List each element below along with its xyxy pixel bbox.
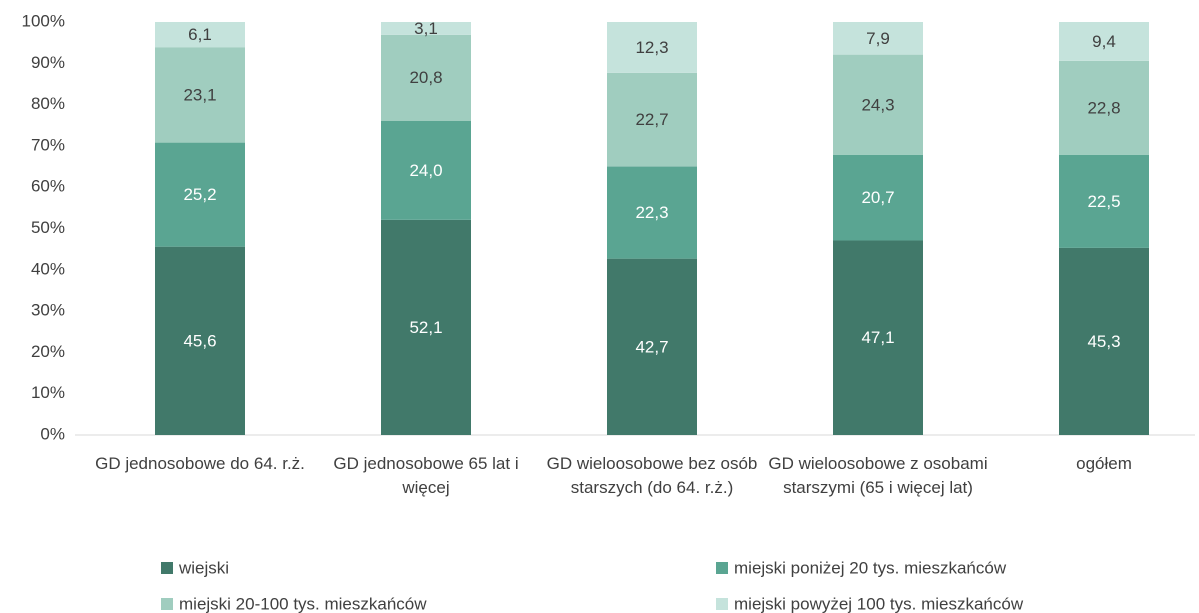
legend-label: wiejski [178,558,229,577]
bar-segment [1059,22,1149,61]
data-label: 22,7 [635,110,668,129]
bar-segment [381,219,471,435]
bar-segment [833,240,923,435]
y-tick-label: 90% [31,53,65,72]
bar-segment [833,54,923,155]
data-label: 24,3 [861,95,894,114]
y-tick-label: 10% [31,383,65,402]
x-tick-label: GD jednosobowe do 64. r.ż. [95,454,305,473]
bar-segment [607,258,697,435]
data-label: 24,0 [409,161,442,180]
y-tick-label: 70% [31,135,65,154]
bar-segment [607,72,697,167]
y-tick-label: 0% [40,424,65,443]
y-tick-label: 20% [31,342,65,361]
data-label: 3,1 [414,19,438,38]
data-label: 6,1 [188,25,212,44]
legend-label: miejski powyżej 100 tys. mieszkańców [734,594,1024,613]
data-label: 25,2 [183,185,216,204]
x-tick-label: GD wieloosobowe z osobami starszymi (65 … [768,454,988,497]
legend-label: miejski 20-100 tys. mieszkańców [179,594,427,613]
data-label: 22,8 [1087,98,1120,117]
y-tick-label: 60% [31,177,65,196]
y-tick-label: 30% [31,301,65,320]
data-label: 45,6 [183,331,216,350]
data-label: 20,8 [409,68,442,87]
data-label: 22,5 [1087,192,1120,211]
data-label: 20,7 [861,188,894,207]
x-tick-label: ogółem [1076,454,1132,473]
legend-swatch [716,598,728,610]
y-tick-label: 80% [31,94,65,113]
data-label: 9,4 [1092,32,1116,51]
bar-segment [155,246,245,435]
bar-segment [155,22,245,48]
bar-segment [381,34,471,121]
bar-segment [833,154,923,241]
bar-segment [607,166,697,259]
data-label: 12,3 [635,38,668,57]
legend-swatch [716,562,728,574]
y-tick-label: 40% [31,259,65,278]
y-tick-label: 100% [22,11,65,30]
bar-segment [381,120,471,220]
legend-label: miejski poniżej 20 tys. mieszkańców [734,558,1007,577]
bar-segment [155,47,245,143]
bar-segment [1059,247,1149,435]
x-tick-label: GD jednosobowe 65 lat i więcej [333,454,519,497]
y-tick-label: 50% [31,218,65,237]
legend-swatch [161,598,173,610]
data-label: 22,3 [635,203,668,222]
data-label: 47,1 [861,328,894,347]
bar-segment [155,142,245,247]
data-label: 23,1 [183,85,216,104]
data-label: 7,9 [866,29,890,48]
legend-swatch [161,562,173,574]
bar-segment [1059,154,1149,248]
data-label: 45,3 [1087,332,1120,351]
bar-segment [607,22,697,73]
data-label: 42,7 [635,337,668,356]
bar-segment [833,22,923,55]
bar-segment [381,22,471,35]
data-label: 52,1 [409,318,442,337]
x-tick-label: GD wieloosobowe bez osób starszych (do 6… [546,454,758,497]
bar-segment [1059,60,1149,155]
